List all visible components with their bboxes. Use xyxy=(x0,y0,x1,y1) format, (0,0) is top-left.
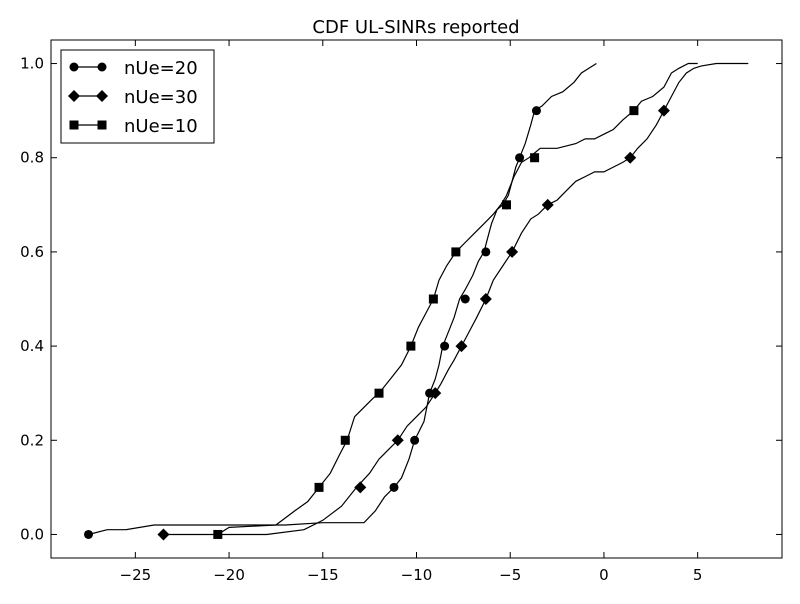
data-point-marker xyxy=(624,151,637,164)
data-point-marker xyxy=(451,247,461,257)
data-point-marker xyxy=(410,435,420,445)
series-0 xyxy=(83,62,597,539)
data-point-marker xyxy=(429,387,442,400)
chart-title: CDF UL-SINRs reported xyxy=(312,17,519,38)
data-point-marker xyxy=(391,434,404,447)
y-tick-label: 0.4 xyxy=(20,337,44,355)
data-point-marker xyxy=(406,341,416,351)
data-point-marker xyxy=(629,106,639,116)
data-point-marker xyxy=(389,482,399,492)
data-point-marker xyxy=(340,435,350,445)
legend-marker-start xyxy=(68,90,80,102)
data-point-marker xyxy=(455,340,468,353)
y-tick-label: 0.8 xyxy=(20,149,44,167)
data-point-marker xyxy=(530,153,540,163)
legend-item: nUe=30 xyxy=(68,87,198,108)
data-point-marker xyxy=(515,153,525,163)
data-point-marker xyxy=(354,481,367,494)
series-line xyxy=(217,62,698,536)
x-tick-label: −10 xyxy=(401,566,433,584)
data-point-marker xyxy=(428,294,438,304)
legend-marker-start xyxy=(69,62,79,72)
series-1 xyxy=(157,62,749,541)
legend-marker-end xyxy=(97,120,107,130)
y-tick-label: 0.2 xyxy=(20,431,44,449)
series-group xyxy=(83,62,749,541)
data-point-marker xyxy=(460,294,470,304)
x-tick-label: −5 xyxy=(499,566,521,584)
data-point-marker xyxy=(657,104,670,117)
legend-label: nUe=30 xyxy=(124,87,198,108)
legend-marker-end xyxy=(96,90,108,102)
x-tick-label: −20 xyxy=(213,566,245,584)
data-point-marker xyxy=(83,529,93,539)
series-line xyxy=(163,62,749,536)
x-tick-label: −25 xyxy=(120,566,152,584)
x-axis: −25 −20 −15 −10 −5 0 5 xyxy=(120,40,703,584)
legend-label: nUe=20 xyxy=(124,58,198,79)
y-axis: 0.0 0.2 0.4 0.6 0.8 1.0 xyxy=(20,55,782,543)
data-point-marker xyxy=(501,200,511,210)
y-tick-label: 0.6 xyxy=(20,243,44,261)
series-2 xyxy=(213,62,698,539)
x-tick-label: 5 xyxy=(693,566,703,584)
legend-item: nUe=10 xyxy=(69,116,198,137)
data-point-marker xyxy=(314,482,324,492)
legend-label: nUe=10 xyxy=(124,116,198,137)
legend: nUe=20 nUe=30 nUe=10 xyxy=(60,49,215,144)
legend-marker-start xyxy=(69,120,79,130)
legend-marker-end xyxy=(97,62,107,72)
data-point-marker xyxy=(541,198,554,211)
data-point-marker xyxy=(481,247,491,257)
axes-frame xyxy=(50,39,783,559)
y-tick-label: 0.0 xyxy=(20,525,44,543)
series-line xyxy=(88,62,597,536)
data-point-marker xyxy=(157,528,170,541)
data-point-marker xyxy=(531,106,541,116)
x-tick-label: 0 xyxy=(599,566,609,584)
data-point-marker xyxy=(440,341,450,351)
data-point-marker xyxy=(374,388,384,398)
legend-item: nUe=20 xyxy=(69,58,198,79)
y-tick-label: 1.0 xyxy=(20,55,44,73)
data-point-marker xyxy=(479,293,492,305)
data-point-marker xyxy=(213,529,223,539)
data-point-marker xyxy=(506,245,519,258)
x-tick-label: −15 xyxy=(307,566,339,584)
